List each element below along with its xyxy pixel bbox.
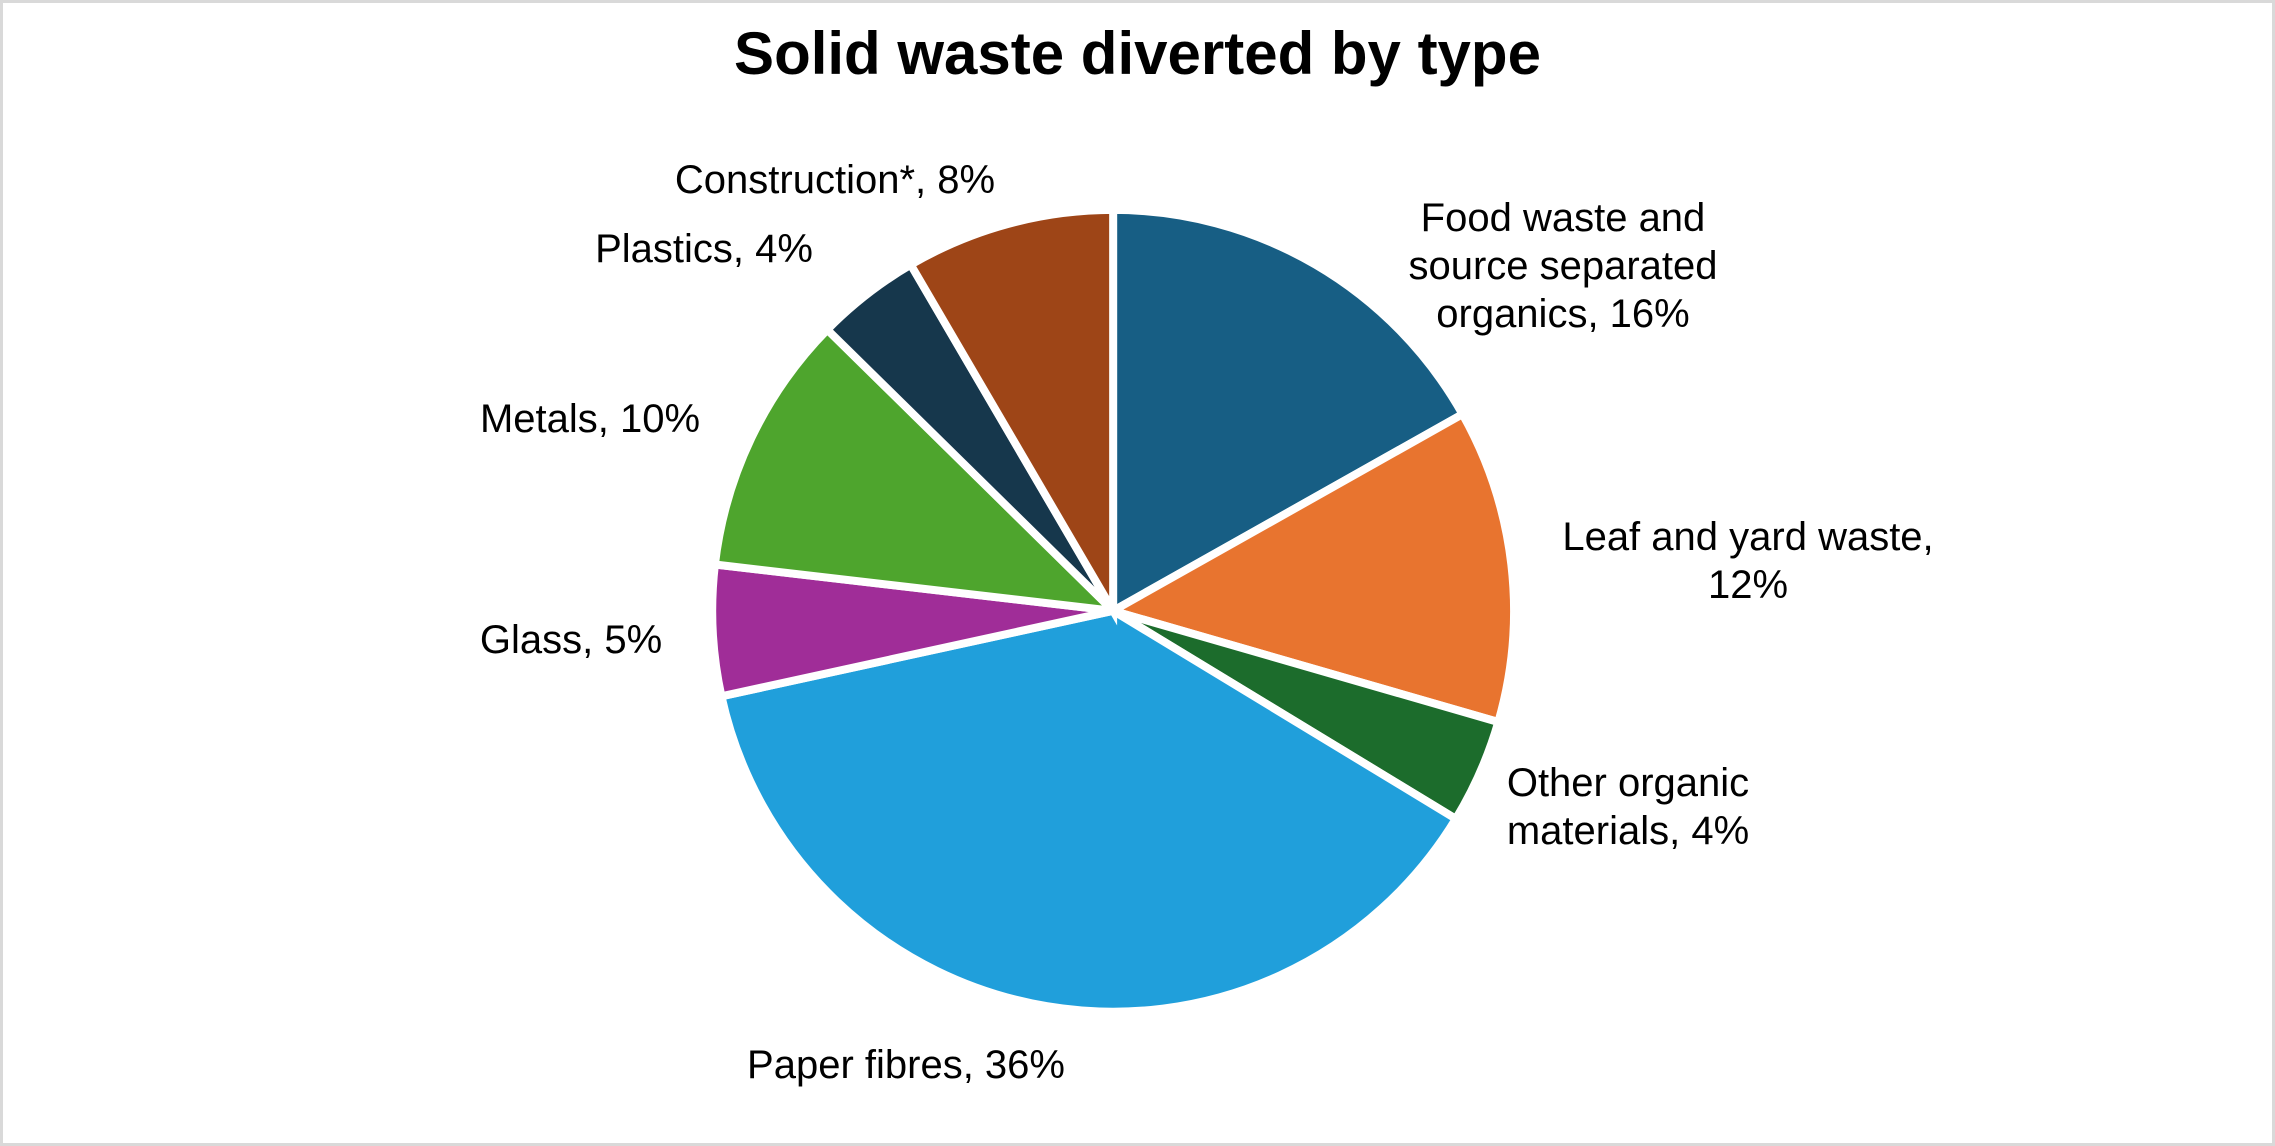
- pie-chart: [708, 205, 1518, 1016]
- slice-label-line: Other organic: [1506, 761, 1750, 805]
- slice-label-other-organic-materials: Other organic materials, 4%: [1507, 759, 1749, 855]
- slice-label-line: Metals, 10%: [479, 397, 701, 441]
- slice-label-line: 12%: [1707, 563, 1789, 607]
- pie-slice-construction: [905, 205, 1118, 626]
- slice-label-leaf-and-yard-waste: Leaf and yard waste, 12%: [1562, 513, 1933, 609]
- slice-label-line: Plastics, 4%: [595, 227, 813, 271]
- chart-title: Solid waste diverted by type: [734, 20, 1541, 87]
- slice-label-line: source separated: [1408, 244, 1718, 288]
- pie-slice-metals: [710, 324, 1125, 617]
- slice-label-line: Leaf and yard waste,: [1562, 515, 1934, 559]
- slice-label-plastics: Plastics, 4%: [595, 225, 813, 273]
- pie-slice-paper-fibres: [716, 606, 1462, 1016]
- slice-label-paper-fibres: Paper fibres, 36%: [747, 1041, 1065, 1089]
- slice-label-construction: Construction*, 8%: [675, 156, 995, 204]
- slice-label-glass: Glass, 5%: [480, 616, 662, 664]
- slice-label-line: organics, 16%: [1436, 292, 1690, 336]
- slice-label-line: materials, 4%: [1506, 809, 1750, 853]
- pie-slice-leaf-and-yard-waste: [1102, 408, 1518, 727]
- pie-slice-food-waste-and-source-separated-organics: [1109, 205, 1468, 618]
- slice-label-line: Glass, 5%: [479, 618, 663, 662]
- slice-label-food-waste-and-source-separated-organics: Food waste and source separated organics, …: [1408, 194, 1717, 338]
- slice-label-line: Paper fibres, 36%: [747, 1043, 1065, 1087]
- slice-label-line: Construction*, 8%: [674, 158, 996, 202]
- slice-label-metals: Metals, 10%: [480, 395, 700, 443]
- slice-label-line: Food waste and: [1420, 196, 1706, 240]
